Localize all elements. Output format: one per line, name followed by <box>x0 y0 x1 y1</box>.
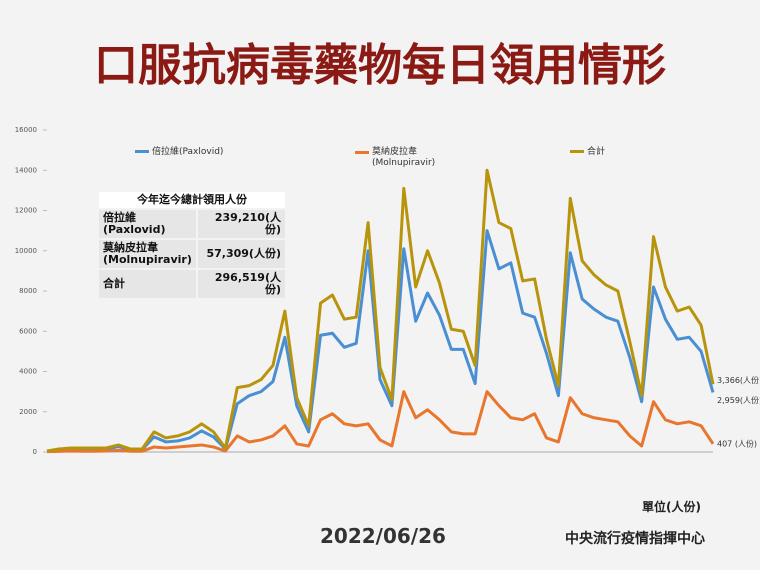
y-tick-label: 6000 <box>19 327 37 335</box>
series-line <box>46 229 715 453</box>
value-label: 2,959(人份) <box>717 395 760 405</box>
y-tick-label: 2000 <box>19 408 37 416</box>
cell: 57,309(人份) <box>197 240 285 268</box>
y-tick-label: 14000 <box>15 166 37 174</box>
series-line <box>46 390 715 454</box>
value-label: 3,366(人份) <box>717 375 760 385</box>
source: 中央流行疫情指揮中心 <box>565 531 705 547</box>
legend-swatch <box>570 150 584 153</box>
y-tick-label: 4000 <box>19 368 37 376</box>
legend-label: 莫納皮拉韋 (Molnupiravir) <box>372 147 436 168</box>
y-tick-label: 0 <box>33 448 37 456</box>
cell: 莫納皮拉韋 (Molnupiravir) <box>99 240 196 268</box>
y-tick-label: 12000 <box>15 207 37 215</box>
y-tick-label: 16000 <box>15 126 37 134</box>
legend-swatch <box>355 151 369 154</box>
cell: 合計 <box>99 270 196 298</box>
summary-table: 今年迄今總計領用人份 倍拉維 (Paxlovid) 239,210(人份) 莫納皮… <box>97 190 287 300</box>
series-line <box>46 168 715 453</box>
y-tick-label: 8000 <box>19 287 37 295</box>
cell: 296,519(人份) <box>197 270 285 298</box>
value-label: 407 (人份) <box>717 438 757 448</box>
y-tick-label: 10000 <box>15 247 37 255</box>
legend-label: 合計 <box>587 147 606 157</box>
cell: 倍拉維 (Paxlovid) <box>99 210 196 238</box>
cell: 239,210(人份) <box>197 210 285 238</box>
summary-header: 今年迄今總計領用人份 <box>99 192 285 208</box>
legend-item: 莫納皮拉韋 (Molnupiravir) <box>355 147 435 169</box>
unit-label: 單位(人份) <box>642 500 701 514</box>
legend-item: 合計 <box>570 147 605 158</box>
legend-item: 倍拉維(Paxlovid) <box>135 147 223 158</box>
date: 2022/06/26 <box>320 524 446 548</box>
chart-title: 口服抗病毒藥物每日領用情形 <box>94 40 666 91</box>
legend-label: 倍拉維(Paxlovid) <box>152 147 224 157</box>
legend-swatch <box>135 150 149 153</box>
